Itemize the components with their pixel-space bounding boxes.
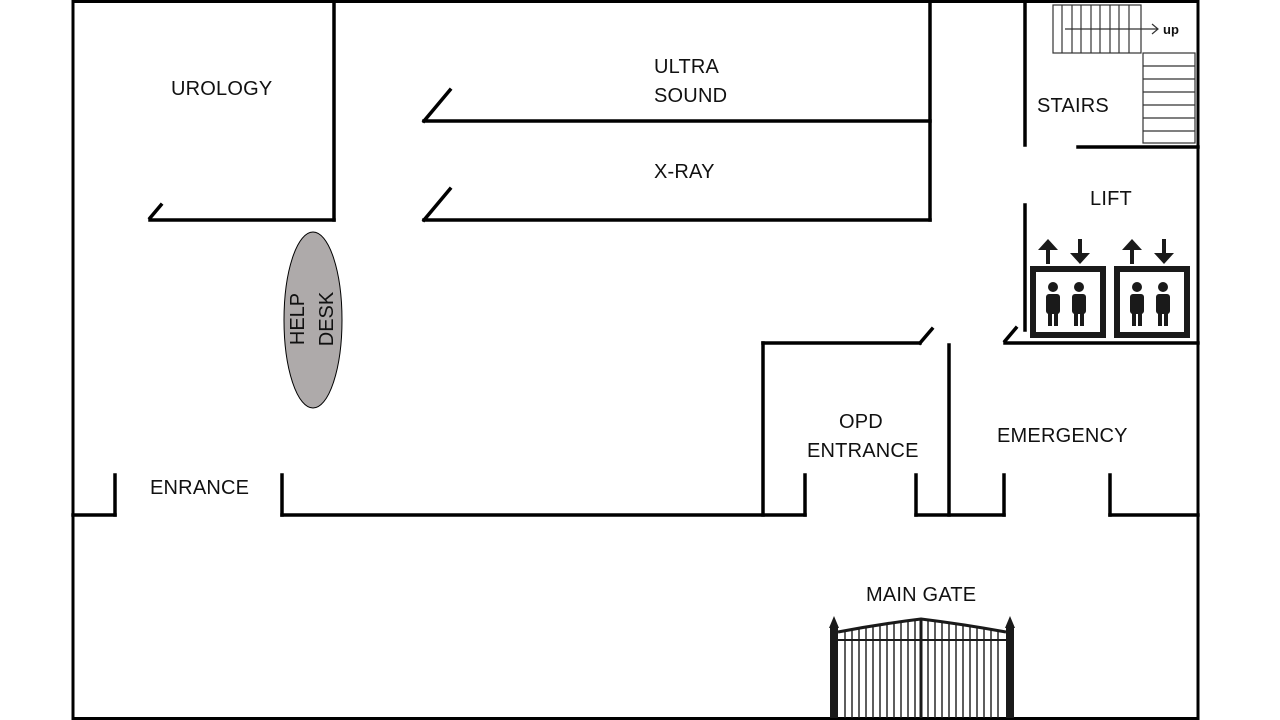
interior-walls xyxy=(71,0,1200,517)
elevator-icon xyxy=(1114,239,1190,338)
ultrasound-label: ULTRA SOUND xyxy=(654,56,728,107)
xray-door xyxy=(421,186,453,223)
gate-icon xyxy=(829,616,1015,718)
lift-door xyxy=(1002,325,1019,344)
ultrasound-door xyxy=(421,87,453,124)
urology-label: UROLOGY xyxy=(171,78,273,100)
emergency-label: EMERGENCY xyxy=(997,425,1128,447)
urology-door xyxy=(147,202,164,221)
person-icon xyxy=(1156,282,1170,326)
lift-label: LIFT xyxy=(1090,188,1132,210)
opd-door xyxy=(917,326,935,346)
help-desk xyxy=(283,231,343,409)
help-desk-label: HELP DESK xyxy=(287,291,338,347)
up-arrow-icon xyxy=(1122,239,1142,264)
main-gate-label: MAIN GATE xyxy=(866,584,977,606)
entrance-label: ENRANCE xyxy=(150,477,250,499)
down-arrow-icon xyxy=(1154,239,1174,264)
person-icon xyxy=(1130,282,1144,326)
stairs-direction-label: up xyxy=(1163,22,1179,37)
person-icon xyxy=(1072,282,1086,326)
stairs-label: STAIRS xyxy=(1037,95,1109,117)
elevator-icon xyxy=(1030,239,1106,338)
up-arrow-icon xyxy=(1038,239,1058,264)
xray-label: X-RAY xyxy=(654,161,715,183)
outer-walls xyxy=(71,0,1200,720)
person-icon xyxy=(1046,282,1060,326)
down-arrow-icon xyxy=(1070,239,1090,264)
stairs-icon xyxy=(1052,4,1196,144)
opd-entrance-label: OPD ENTRANCE xyxy=(807,411,919,462)
